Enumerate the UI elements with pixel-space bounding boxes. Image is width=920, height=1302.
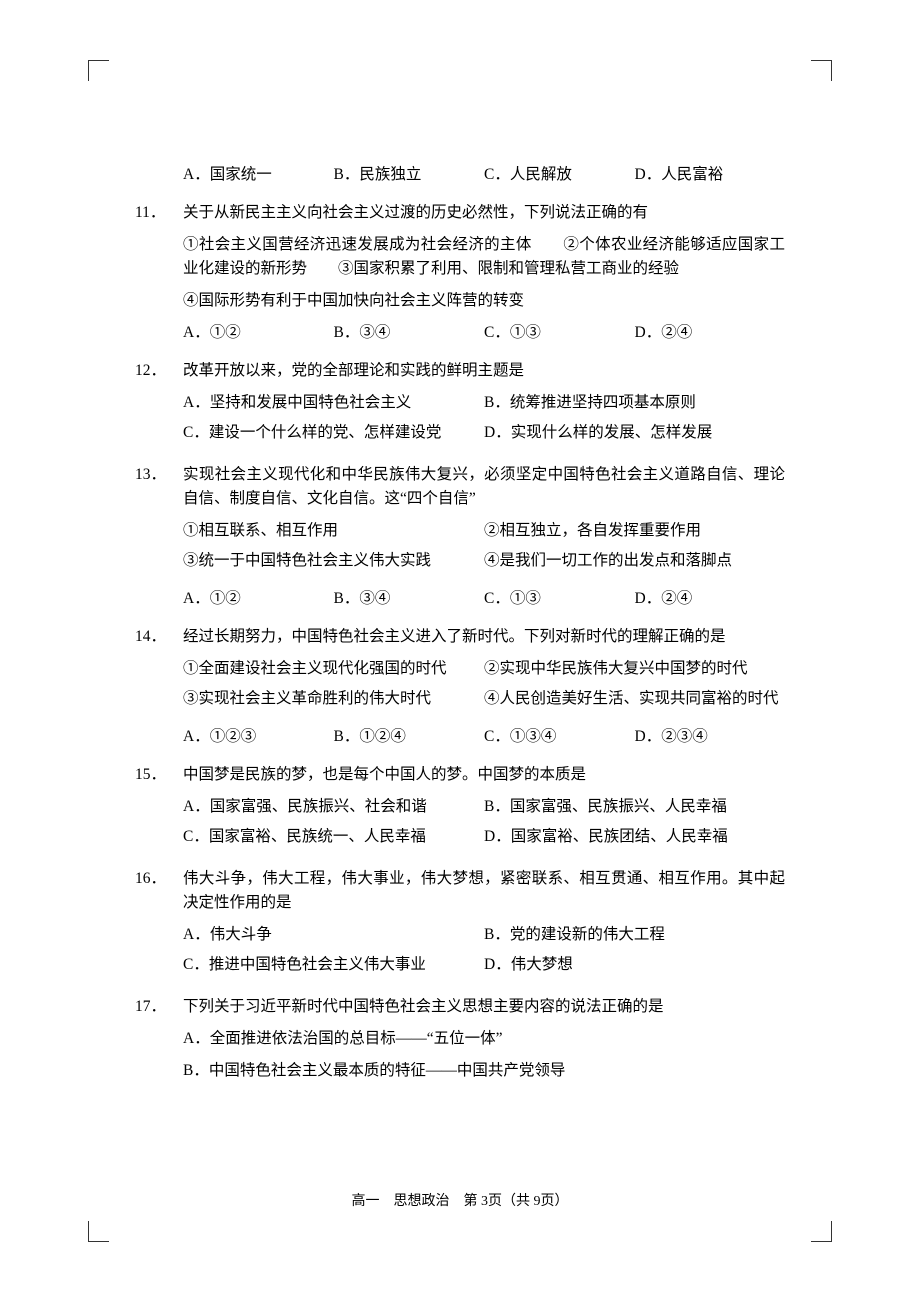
option-d: D．人民富裕 xyxy=(635,163,786,187)
sub-3: ③实现社会主义革命胜利的伟大时代 xyxy=(183,687,484,711)
question-stem: 中国梦是民族的梦，也是每个中国人的梦。中国梦的本质是 xyxy=(183,763,785,787)
content-area: A．国家统一 B．民族独立 C．人民解放 D．人民富裕 11． 关于从新民主主义… xyxy=(135,155,785,1091)
option-d: D．实现什么样的发展、怎样发展 xyxy=(484,421,785,445)
crop-mark-tr xyxy=(811,60,832,81)
question-number: 11． xyxy=(135,201,183,225)
option-b: B．中国特色社会主义最本质的特征——中国共产党领导 xyxy=(183,1059,785,1083)
option-b: B．③④ xyxy=(334,321,485,345)
question-stem: 下列关于习近平新时代中国特色社会主义思想主要内容的说法正确的是 xyxy=(183,995,785,1019)
question-15: 15． 中国梦是民族的梦，也是每个中国人的梦。中国梦的本质是 A．国家富强、民族… xyxy=(135,763,785,855)
question-number: 14． xyxy=(135,625,183,649)
option-d: D．②④ xyxy=(635,321,786,345)
option-a: A．伟大斗争 xyxy=(183,923,484,947)
option-b: B．国家富强、民族振兴、人民幸福 xyxy=(484,795,785,819)
sub-3: ③统一于中国特色社会主义伟大实践 xyxy=(183,549,484,573)
question-12: 12． 改革开放以来，党的全部理论和实践的鲜明主题是 A．坚持和发展中国特色社会… xyxy=(135,359,785,451)
sub-2: ②相互独立，各自发挥重要作用 xyxy=(484,519,785,543)
sub-2: ②实现中华民族伟大复兴中国梦的时代 xyxy=(484,657,785,681)
option-a: A．①② xyxy=(183,587,334,611)
q13-options: A．①② B．③④ C．①③ D．②④ xyxy=(183,587,785,611)
page-footer: 高一 思想政治 第 3页（共 9页） xyxy=(0,1190,920,1210)
question-number: 16． xyxy=(135,867,183,891)
option-a: A．坚持和发展中国特色社会主义 xyxy=(183,391,484,415)
option-d: D．国家富裕、民族团结、人民幸福 xyxy=(484,825,785,849)
option-a: A．①② xyxy=(183,321,334,345)
q11-options: A．①② B．③④ C．①③ D．②④ xyxy=(183,321,785,345)
crop-mark-bl xyxy=(88,1221,109,1242)
question-stem: 关于从新民主主义向社会主义过渡的历史必然性，下列说法正确的有 xyxy=(183,201,785,225)
crop-mark-br xyxy=(811,1221,832,1242)
option-b: B．民族独立 xyxy=(334,163,485,187)
question-14: 14． 经过长期努力，中国特色社会主义进入了新时代。下列对新时代的理解正确的是 … xyxy=(135,625,785,749)
option-c: C．①③ xyxy=(484,587,635,611)
option-b: B．③④ xyxy=(334,587,485,611)
question-stem: 经过长期努力，中国特色社会主义进入了新时代。下列对新时代的理解正确的是 xyxy=(183,625,785,649)
question-number: 12． xyxy=(135,359,183,383)
question-number: 17． xyxy=(135,995,183,1019)
question-stem: 实现社会主义现代化和中华民族伟大复兴，必须坚定中国特色社会主义道路自信、理论自信… xyxy=(183,463,785,511)
q12-options: A．坚持和发展中国特色社会主义 B．统筹推进坚持四项基本原则 C．建设一个什么样… xyxy=(183,391,785,451)
q10-options: A．国家统一 B．民族独立 C．人民解放 D．人民富裕 xyxy=(183,163,785,187)
exam-page: A．国家统一 B．民族独立 C．人民解放 D．人民富裕 11． 关于从新民主主义… xyxy=(0,0,920,1302)
sub-1: ①全面建设社会主义现代化强国的时代 xyxy=(183,657,484,681)
q16-options: A．伟大斗争 B．党的建设新的伟大工程 C．推进中国特色社会主义伟大事业 D．伟… xyxy=(183,923,785,983)
option-c: C．国家富裕、民族统一、人民幸福 xyxy=(183,825,484,849)
option-d: D．②③④ xyxy=(635,725,786,749)
question-number: 13． xyxy=(135,463,183,487)
sub-statements: ①全面建设社会主义现代化强国的时代 ②实现中华民族伟大复兴中国梦的时代 ③实现社… xyxy=(183,657,785,717)
sub-statement-4: ④国际形势有利于中国加快向社会主义阵营的转变 xyxy=(183,289,785,313)
option-d: D．②④ xyxy=(635,587,786,611)
option-c: C．推进中国特色社会主义伟大事业 xyxy=(183,953,484,977)
option-a: A．国家统一 xyxy=(183,163,334,187)
option-d: D．伟大梦想 xyxy=(484,953,785,977)
question-stem: 改革开放以来，党的全部理论和实践的鲜明主题是 xyxy=(183,359,785,383)
question-11: 11． 关于从新民主主义向社会主义过渡的历史必然性，下列说法正确的有 ①社会主义… xyxy=(135,201,785,345)
q17-options: A．全面推进依法治国的总目标——“五位一体” B．中国特色社会主义最本质的特征—… xyxy=(183,1027,785,1083)
q15-options: A．国家富强、民族振兴、社会和谐 B．国家富强、民族振兴、人民幸福 C．国家富裕… xyxy=(183,795,785,855)
option-b: B．①②④ xyxy=(334,725,485,749)
option-c: C．①③ xyxy=(484,321,635,345)
option-a: A．①②③ xyxy=(183,725,334,749)
question-stem: 伟大斗争，伟大工程，伟大事业，伟大梦想，紧密联系、相互贯通、相互作用。其中起决定… xyxy=(183,867,785,915)
crop-mark-tl xyxy=(88,60,109,81)
question-13: 13． 实现社会主义现代化和中华民族伟大复兴，必须坚定中国特色社会主义道路自信、… xyxy=(135,463,785,611)
question-16: 16． 伟大斗争，伟大工程，伟大事业，伟大梦想，紧密联系、相互贯通、相互作用。其… xyxy=(135,867,785,983)
sub-1: ①相互联系、相互作用 xyxy=(183,519,484,543)
option-c: C．人民解放 xyxy=(484,163,635,187)
q14-options: A．①②③ B．①②④ C．①③④ D．②③④ xyxy=(183,725,785,749)
question-number: 15． xyxy=(135,763,183,787)
sub-statements: ①社会主义国营经济迅速发展成为社会经济的主体 ②个体农业经济能够适应国家工业化建… xyxy=(183,233,785,281)
sub-4: ④是我们一切工作的出发点和落脚点 xyxy=(484,549,785,573)
option-c: C．建设一个什么样的党、怎样建设党 xyxy=(183,421,484,445)
sub-4: ④人民创造美好生活、实现共同富裕的时代 xyxy=(484,687,785,711)
option-b: B．党的建设新的伟大工程 xyxy=(484,923,785,947)
option-a: A．国家富强、民族振兴、社会和谐 xyxy=(183,795,484,819)
question-17: 17． 下列关于习近平新时代中国特色社会主义思想主要内容的说法正确的是 A．全面… xyxy=(135,995,785,1083)
option-a: A．全面推进依法治国的总目标——“五位一体” xyxy=(183,1027,785,1051)
option-b: B．统筹推进坚持四项基本原则 xyxy=(484,391,785,415)
option-c: C．①③④ xyxy=(484,725,635,749)
sub-statements: ①相互联系、相互作用 ②相互独立，各自发挥重要作用 ③统一于中国特色社会主义伟大… xyxy=(183,519,785,579)
